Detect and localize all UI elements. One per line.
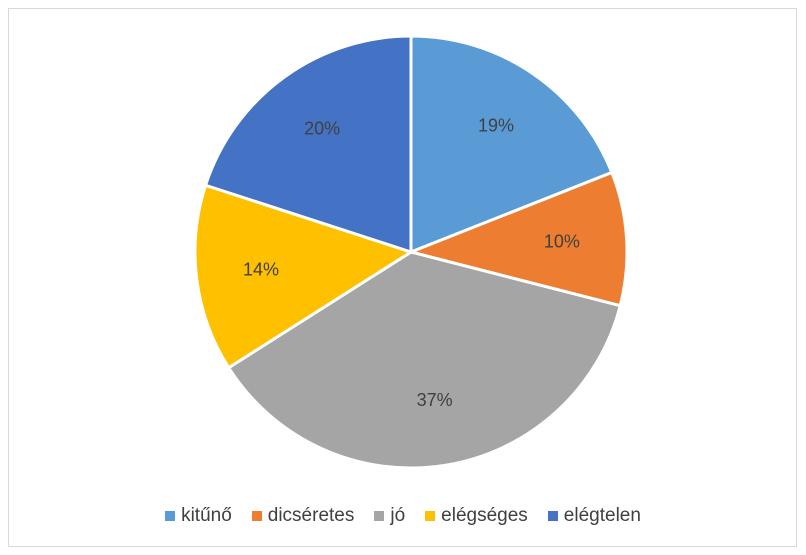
- legend-item-2: jó: [374, 505, 405, 527]
- legend-label-1: dicséretes: [267, 505, 355, 526]
- legend-swatch-2: [374, 511, 385, 521]
- pie-slice-0: [409, 34, 614, 255]
- legend-item-3: elégséges: [425, 505, 528, 527]
- pie-slice-3: [193, 183, 415, 370]
- legend-label-3: elégséges: [441, 505, 528, 526]
- data-label-3: 14%: [243, 260, 279, 280]
- legend-label-2: jó: [390, 505, 406, 526]
- data-label-2: 37%: [417, 390, 453, 410]
- data-label-0: 19%: [478, 116, 514, 136]
- legend: kitűnő dicséretes jó elégséges elégtelen: [0, 505, 806, 527]
- legend-item-4: elégtelen: [547, 505, 641, 527]
- pie-slice-4: [203, 34, 413, 255]
- legend-item-0: kitűnő: [165, 505, 232, 527]
- data-label-1: 10%: [544, 231, 580, 251]
- legend-swatch-4: [547, 511, 558, 521]
- pie-slice-1: [406, 170, 629, 308]
- legend-swatch-3: [425, 511, 436, 521]
- legend-label-4: elégtelen: [563, 505, 641, 526]
- legend-label-0: kitűnő: [181, 505, 232, 526]
- legend-swatch-1: [251, 511, 262, 521]
- legend-swatch-0: [165, 511, 176, 521]
- pie-slices: [193, 34, 629, 470]
- legend-item-1: dicséretes: [251, 505, 355, 527]
- pie-data-labels: 19% 10% 37% 14% 20%: [243, 116, 580, 410]
- data-label-4: 20%: [304, 118, 340, 138]
